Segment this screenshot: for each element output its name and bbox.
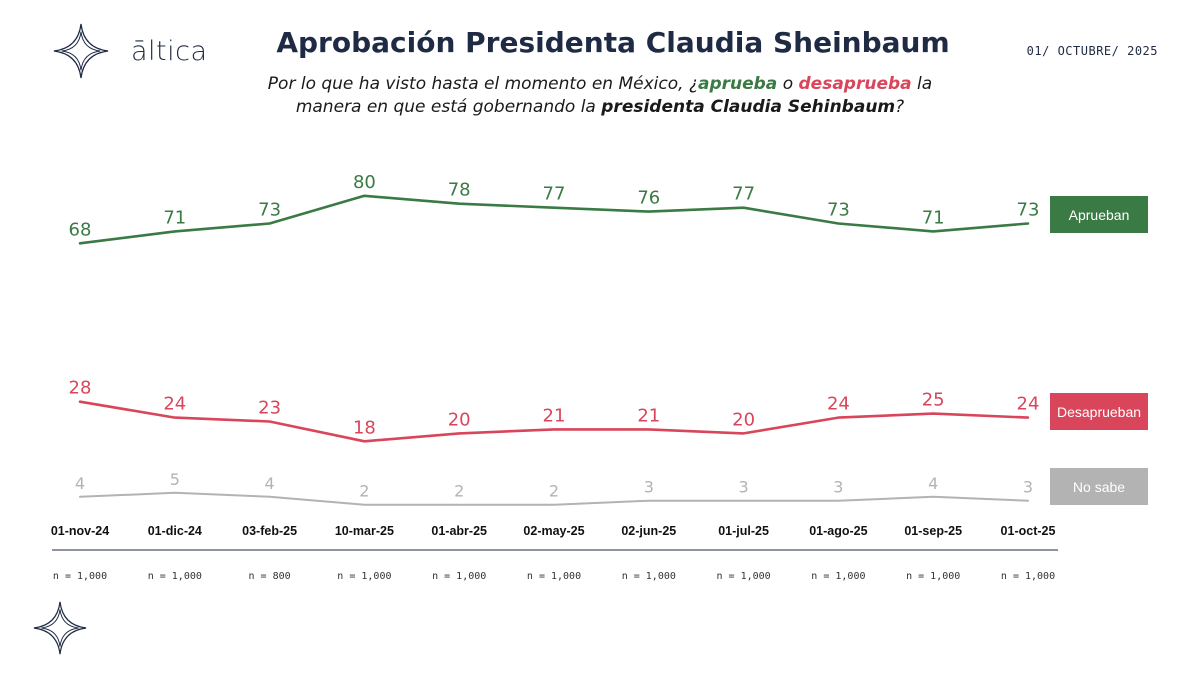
x-tick-label: 01-oct-25 [1001, 524, 1056, 538]
data-label-desaprueban: 20 [732, 409, 755, 430]
data-label-aprueban: 73 [827, 200, 850, 221]
data-label-desaprueban: 21 [637, 405, 660, 426]
data-label-desaprueban: 21 [543, 405, 566, 426]
data-label-no-sabe: 3 [739, 478, 749, 497]
question-text-2: o [777, 74, 799, 94]
data-label-desaprueban: 28 [69, 378, 92, 399]
series-line-aprueban [78, 194, 1030, 245]
x-tick-label: 01-sep-25 [904, 524, 962, 538]
data-label-no-sabe: 4 [75, 474, 85, 493]
data-label-no-sabe: 2 [549, 482, 559, 501]
data-label-aprueban: 73 [258, 200, 281, 221]
question-presidenta: presidenta Claudia Sehinbaum [601, 97, 896, 117]
report-date: 01/ OCTUBRE/ 2025 [1026, 44, 1158, 58]
data-label-no-sabe: 2 [359, 482, 369, 501]
x-tick-label: 01-abr-25 [431, 524, 487, 538]
data-label-aprueban: 78 [448, 180, 471, 201]
x-tick-label: 10-mar-25 [335, 524, 394, 538]
series-line-no-sabe [79, 491, 1029, 506]
x-tick-label: 01-dic-24 [148, 524, 202, 538]
data-label-aprueban: 76 [637, 188, 660, 209]
survey-question: Por lo que ha visto hasta el momento en … [260, 73, 940, 119]
data-label-no-sabe: 4 [265, 474, 275, 493]
data-label-aprueban: 80 [353, 172, 376, 193]
question-desaprueba: desaprueba [798, 74, 912, 94]
data-label-desaprueban: 24 [827, 394, 850, 415]
question-text-4: ? [895, 97, 905, 117]
data-label-aprueban: 77 [732, 184, 755, 205]
sample-size-label: n = 800 [249, 571, 291, 582]
data-label-desaprueban: 20 [448, 409, 471, 430]
x-tick-label: 02-may-25 [523, 524, 584, 538]
sample-size-label: n = 1,000 [622, 571, 676, 582]
data-label-aprueban: 77 [543, 184, 566, 205]
sample-size-label: n = 1,000 [432, 571, 486, 582]
x-tick-label: 01-ago-25 [809, 524, 867, 538]
data-label-no-sabe: 5 [170, 470, 180, 489]
data-label-aprueban: 68 [69, 219, 92, 240]
question-text-1: Por lo que ha visto hasta el momento en … [267, 74, 698, 94]
data-label-no-sabe: 3 [833, 478, 843, 497]
data-label-no-sabe: 2 [454, 482, 464, 501]
data-label-no-sabe: 3 [1023, 478, 1033, 497]
data-label-aprueban: 73 [1017, 200, 1040, 221]
series-line-desaprueban [78, 400, 1030, 443]
legend-no-sabe: No sabe [1050, 468, 1148, 505]
sample-size-label: n = 1,000 [906, 571, 960, 582]
data-label-desaprueban: 24 [163, 394, 186, 415]
legend-aprueban: Aprueban [1050, 196, 1148, 233]
data-label-aprueban: 71 [922, 207, 945, 228]
data-label-desaprueban: 18 [353, 417, 376, 438]
data-label-desaprueban: 25 [922, 390, 945, 411]
data-label-aprueban: 71 [163, 207, 186, 228]
data-label-desaprueban: 23 [258, 398, 281, 419]
sample-size-label: n = 1,000 [717, 571, 771, 582]
legend-desaprueban: Desaprueban [1050, 393, 1148, 430]
data-label-no-sabe: 3 [644, 478, 654, 497]
sample-size-label: n = 1,000 [148, 571, 202, 582]
x-tick-label: 03-feb-25 [242, 524, 297, 538]
chart-title: Aprobación Presidenta Claudia Sheinbaum [276, 26, 950, 59]
x-tick-label: 02-jun-25 [621, 524, 676, 538]
data-label-no-sabe: 4 [928, 474, 938, 493]
sample-size-label: n = 1,000 [53, 571, 107, 582]
x-tick-label: 01-nov-24 [51, 524, 109, 538]
sample-size-label: n = 1,000 [337, 571, 391, 582]
question-text-3: la manera en que está gobernando la [295, 74, 933, 117]
sample-size-label: n = 1,000 [1001, 571, 1055, 582]
altica-star-logo-icon [53, 23, 109, 79]
sample-size-label: n = 1,000 [811, 571, 865, 582]
brand-logo-text: āltica [131, 36, 208, 67]
x-tick-label: 01-jul-25 [718, 524, 769, 538]
sample-size-label: n = 1,000 [527, 571, 581, 582]
bottom-star-icon [33, 601, 87, 655]
question-aprueba: aprueba [697, 74, 778, 94]
data-label-desaprueban: 24 [1017, 394, 1040, 415]
